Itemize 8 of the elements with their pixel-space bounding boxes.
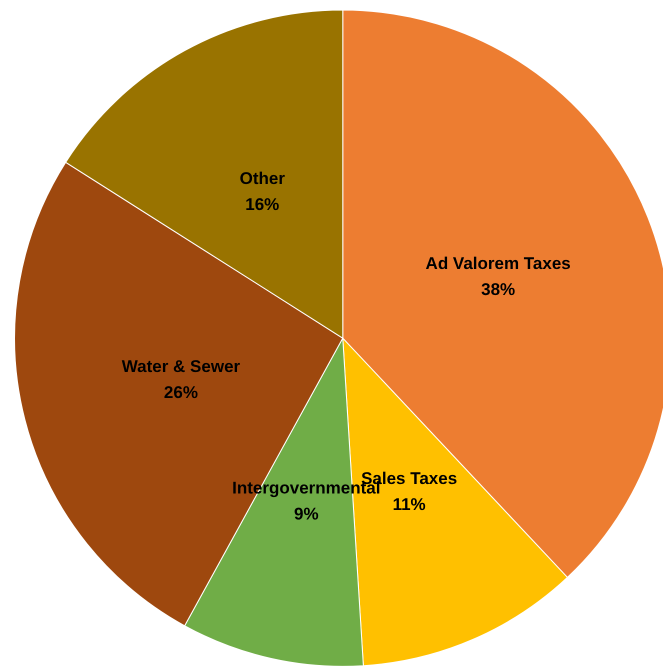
data-label: 38% — [481, 280, 516, 300]
slice-label: Other — [240, 169, 286, 188]
data-label: 16% — [245, 195, 280, 214]
data-label: 26% — [164, 383, 198, 402]
data-label: 11% — [392, 495, 426, 514]
data-label: 9% — [294, 504, 319, 524]
slice-label: Ad Valorem Taxes — [426, 254, 571, 274]
slice-label: Water & Sewer — [122, 357, 241, 376]
